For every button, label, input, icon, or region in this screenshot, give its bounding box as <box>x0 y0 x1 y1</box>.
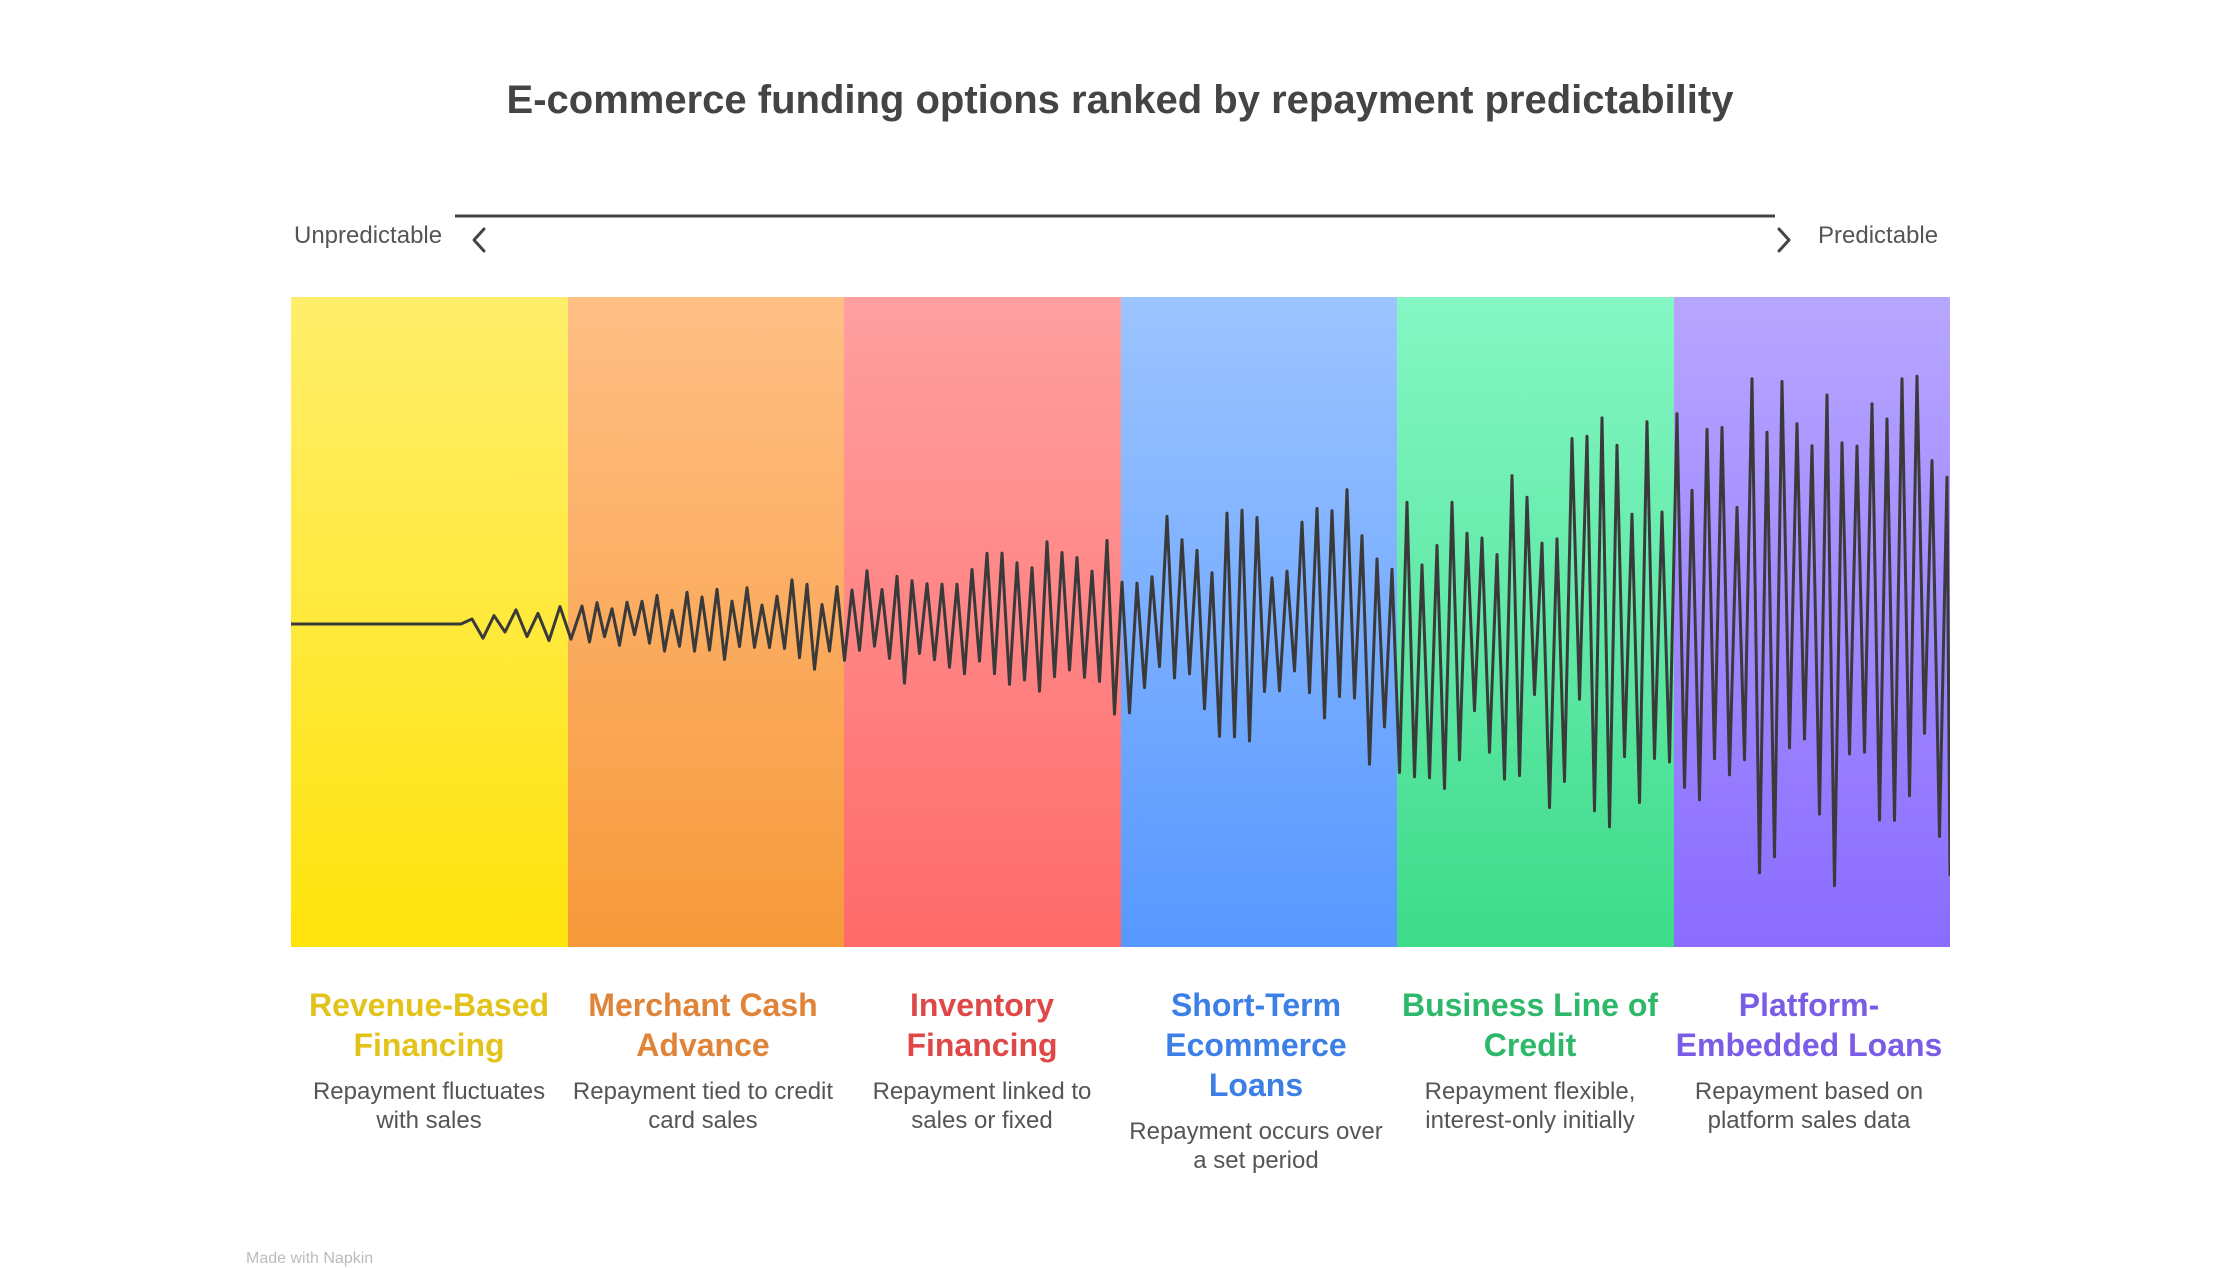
caption-description: Repayment based on platform sales data <box>1694 1078 1924 1134</box>
axis-label-predictable: Predictable <box>1818 222 1939 249</box>
page-title: E-commerce funding options ranked by rep… <box>506 78 1734 122</box>
caption-title: Inventory Financing <box>906 987 1058 1063</box>
caption-description: Repayment flexible, interest-only initia… <box>1424 1078 1636 1134</box>
chevron-right-icon <box>1777 227 1791 253</box>
chevron-left-icon <box>472 227 486 253</box>
caption-title: Merchant Cash Advance <box>588 987 818 1063</box>
caption-business-line-of-credit: Business Line of Credit Repayment flexib… <box>1395 985 1665 1135</box>
caption-description: Repayment fluctuates with sales <box>312 1078 546 1134</box>
caption-short-term-ecommerce-loans: Short-Term Ecommerce Loans Repayment occ… <box>1121 985 1391 1175</box>
volatility-wave <box>291 374 1950 888</box>
caption-title: Short-Term Ecommerce Loans <box>1165 987 1347 1103</box>
caption-description: Repayment linked to sales or fixed <box>872 1078 1092 1134</box>
caption-description: Repayment occurs over a set period <box>1129 1118 1383 1174</box>
caption-inventory-financing: Inventory Financing Repayment linked to … <box>847 985 1117 1135</box>
caption-description: Repayment tied to credit card sales <box>572 1078 834 1134</box>
wave-line <box>291 374 1950 888</box>
footer-credit: Made with Napkin <box>246 1250 374 1267</box>
axis-arrow <box>455 214 1791 253</box>
axis-label-unpredictable: Unpredictable <box>294 222 443 249</box>
caption-revenue-based-financing: Revenue-Based Financing Repayment fluctu… <box>294 985 564 1135</box>
caption-title: Business Line of Credit <box>1401 987 1659 1063</box>
caption-merchant-cash-advance: Merchant Cash Advance Repayment tied to … <box>568 985 838 1135</box>
caption-platform-embedded-loans: Platform-Embedded Loans Repayment based … <box>1674 985 1944 1135</box>
caption-title: Revenue-Based Financing <box>308 987 550 1063</box>
caption-title: Platform-Embedded Loans <box>1675 987 1943 1063</box>
